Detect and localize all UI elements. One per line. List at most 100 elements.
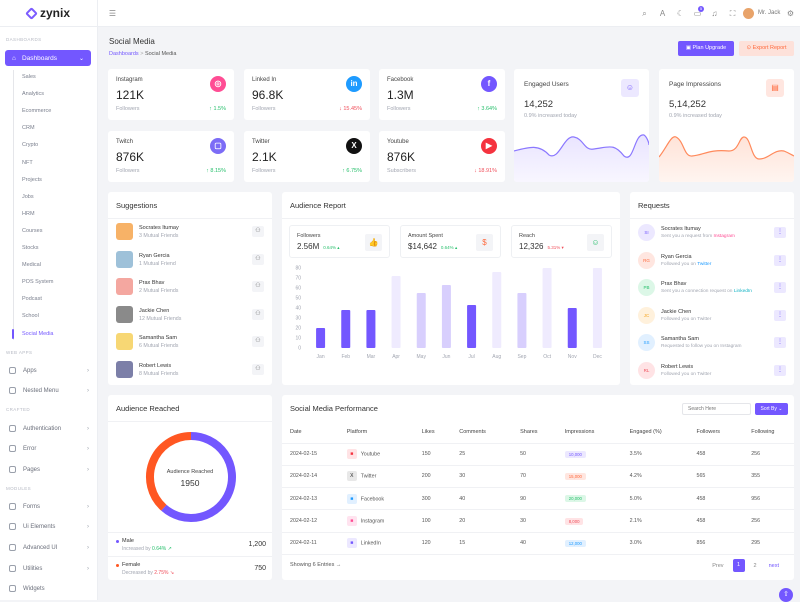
more-options-icon[interactable]: ⋮ bbox=[774, 254, 786, 266]
sidebar-item-pages[interactable]: Pages › bbox=[9, 466, 89, 473]
gear-icon[interactable]: ⚙ bbox=[786, 9, 795, 18]
platform-link[interactable]: Twitter bbox=[697, 261, 712, 267]
bar-dec[interactable] bbox=[592, 268, 602, 348]
sidebar-item-dashboards[interactable]: ⌂ Dashboards ⌄ bbox=[5, 50, 91, 66]
card-title: Audience Reached bbox=[116, 404, 180, 413]
page-next[interactable]: next bbox=[768, 562, 779, 569]
sidebar-item-ui-elements[interactable]: Ui Elements › bbox=[9, 523, 89, 530]
cart-icon[interactable]: ▭ bbox=[693, 9, 702, 18]
column-header-shares[interactable]: Shares bbox=[512, 421, 557, 444]
performance-table: Date Platform Likes Comments Shares Impressio… bbox=[282, 421, 794, 555]
request-name: Ryan Gercia bbox=[661, 253, 692, 260]
sidebar-subitem-analytics[interactable]: Analytics bbox=[22, 91, 45, 98]
column-header-followers[interactable]: Followers bbox=[688, 421, 744, 444]
request-message: Followed you on Twitter bbox=[661, 316, 712, 322]
bar-aug[interactable] bbox=[492, 272, 502, 348]
column-header-date[interactable]: Date bbox=[282, 421, 339, 444]
more-options-icon[interactable]: ⋮ bbox=[774, 364, 786, 376]
sidebar-subitem-crypto[interactable]: Crypto bbox=[22, 142, 39, 149]
column-header-comments[interactable]: Comments bbox=[451, 421, 513, 444]
export-report-button[interactable]: ⊙ Export Report bbox=[739, 41, 794, 56]
scroll-top-button[interactable]: ⇧ bbox=[779, 588, 793, 602]
column-header-impressions[interactable]: Impressions bbox=[556, 421, 622, 444]
sidebar-subitem-sales[interactable]: Sales bbox=[22, 74, 36, 80]
moon-icon[interactable]: ☾ bbox=[676, 9, 685, 18]
more-options-icon[interactable]: ⋮ bbox=[774, 227, 786, 238]
facebook-icon: f bbox=[481, 76, 497, 92]
avatar[interactable] bbox=[743, 8, 754, 19]
bell-icon[interactable]: ♫ bbox=[711, 9, 718, 18]
donut-segment-female[interactable] bbox=[146, 432, 192, 511]
sidebar-item-nested-menu[interactable]: Nested Menu › bbox=[9, 387, 89, 394]
chevron-down-icon: ⌄ bbox=[78, 55, 84, 62]
bar-jun[interactable] bbox=[441, 285, 451, 348]
page-2[interactable]: 2 bbox=[753, 562, 757, 569]
add-friend-button[interactable]: ⚇ bbox=[252, 336, 264, 347]
bar-jan[interactable] bbox=[316, 328, 326, 348]
fullscreen-icon[interactable]: ⛶ bbox=[729, 9, 736, 18]
engaged-users-card: Engaged Users 14,252 0.9% increased toda… bbox=[514, 69, 649, 182]
sidebar-item-authentication[interactable]: Authentication › bbox=[9, 425, 89, 432]
bar-apr[interactable] bbox=[391, 276, 401, 348]
search-input[interactable] bbox=[682, 403, 751, 415]
sidebar-item-error[interactable]: Error › bbox=[9, 445, 89, 452]
page-1[interactable]: 1 bbox=[732, 559, 745, 572]
menu-icon[interactable]: ☰ bbox=[108, 9, 117, 18]
sidebar-item-utilities[interactable]: Utilities › bbox=[9, 565, 89, 572]
sidebar-subitem-social-media[interactable]: Social Media bbox=[12, 328, 54, 339]
platform-link[interactable]: LinkedIn bbox=[733, 289, 752, 294]
sidebar-subitem-stocks[interactable]: Stocks bbox=[22, 245, 39, 251]
sidebar-item-apps[interactable]: Apps › bbox=[9, 367, 89, 374]
logo[interactable]: zynix bbox=[0, 0, 97, 27]
add-friend-button[interactable]: ⚇ bbox=[252, 308, 264, 320]
bar-mar[interactable] bbox=[366, 310, 376, 348]
kpi-followers: Followers 2.56M 0.64% ▴ 👍 bbox=[289, 225, 390, 258]
sort-by-button[interactable]: Sort By ⌄ bbox=[755, 403, 788, 415]
column-header-platform[interactable]: Platform bbox=[338, 421, 414, 444]
more-options-icon[interactable]: ⋮ bbox=[774, 309, 786, 321]
sidebar-subitem-ecommerce[interactable]: Ecommerce bbox=[22, 108, 52, 115]
translate-icon[interactable]: A bbox=[659, 9, 666, 18]
plan-upgrade-button[interactable]: ▣ Plan Upgrade bbox=[678, 41, 734, 56]
bar-oct[interactable] bbox=[542, 268, 552, 348]
sidebar-item-forms[interactable]: Forms › bbox=[9, 503, 89, 510]
add-friend-button[interactable]: ⚇ bbox=[252, 253, 264, 265]
column-header-following[interactable]: Following bbox=[743, 421, 794, 444]
sidebar-item-widgets[interactable]: Widgets bbox=[9, 585, 89, 592]
donut-segment-male[interactable] bbox=[161, 432, 236, 522]
search-icon[interactable]: ⌕ bbox=[642, 9, 647, 18]
bar-feb[interactable] bbox=[341, 310, 351, 348]
user-name[interactable]: Mr. Jack bbox=[758, 10, 781, 16]
sidebar-subitem-jobs[interactable]: Jobs bbox=[22, 193, 34, 200]
cell-impressions: 8,000 bbox=[556, 509, 622, 533]
column-header-likes[interactable]: Likes bbox=[413, 421, 452, 444]
more-options-icon[interactable]: ⋮ bbox=[774, 282, 786, 293]
add-friend-button[interactable]: ⚇ bbox=[252, 281, 264, 292]
bar-jul[interactable] bbox=[467, 305, 477, 348]
sidebar-subitem-hrm[interactable]: HRM bbox=[22, 210, 35, 217]
sidebar-subitem-podcast[interactable]: Podcast bbox=[22, 296, 42, 303]
bar-may[interactable] bbox=[416, 293, 426, 348]
breadcrumb-dashboards[interactable]: Dashboards bbox=[109, 51, 139, 57]
more-options-icon[interactable]: ⋮ bbox=[774, 337, 786, 348]
sidebar-subitem-pos-system[interactable]: POS System bbox=[22, 279, 54, 286]
platform-link[interactable]: Instagram bbox=[713, 234, 735, 239]
kpi-reach: Reach 12,326 5.31% ▾ ☺ bbox=[511, 225, 612, 258]
kpi-change: 0.64% ▴ bbox=[323, 245, 340, 250]
sidebar-subitem-medical[interactable]: Medical bbox=[22, 262, 41, 269]
change-value: 2.75% bbox=[154, 570, 169, 576]
sidebar-subitem-courses[interactable]: Courses bbox=[22, 227, 43, 234]
page-prev[interactable]: Prev bbox=[712, 562, 724, 569]
bar-nov[interactable] bbox=[567, 308, 577, 348]
bar-sep[interactable] bbox=[517, 293, 527, 348]
add-friend-button[interactable]: ⚇ bbox=[252, 226, 264, 237]
sidebar-subitem-crm[interactable]: CRM bbox=[22, 125, 35, 132]
sidebar-subitem-nft[interactable]: NFT bbox=[22, 159, 33, 166]
sidebar-subitem-projects[interactable]: Projects bbox=[22, 176, 42, 183]
sidebar-subitem-school[interactable]: School bbox=[22, 313, 39, 320]
sidebar-item-advanced-ui[interactable]: Advanced UI › bbox=[9, 544, 89, 551]
cell-platform: ■ Facebook bbox=[338, 487, 414, 511]
request-message: Followed you on bbox=[661, 261, 698, 267]
add-friend-button[interactable]: ⚇ bbox=[252, 363, 264, 375]
column-header-engaged[interactable]: Engaged (%) bbox=[621, 421, 689, 444]
